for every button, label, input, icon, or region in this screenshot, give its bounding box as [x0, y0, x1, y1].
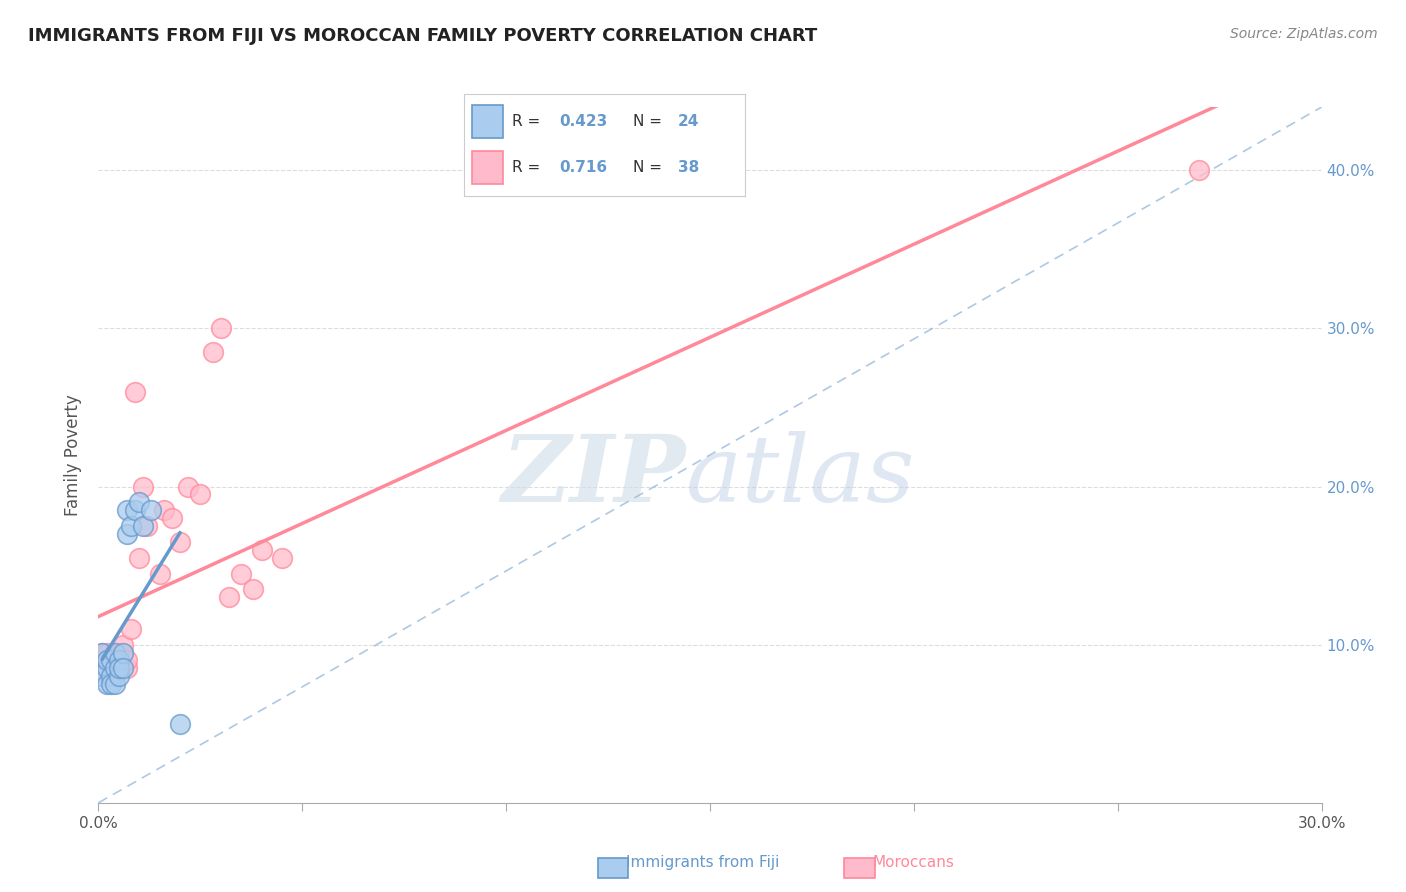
Point [169, 716, 191, 731]
Point [104, 646, 127, 660]
Point [104, 661, 127, 675]
Point [136, 519, 159, 533]
Point [128, 495, 150, 509]
Point [169, 534, 191, 549]
Point [111, 646, 134, 660]
Point [100, 677, 122, 691]
Point [108, 653, 131, 667]
Point [160, 511, 183, 525]
Point [115, 661, 138, 675]
Point [115, 527, 138, 541]
Text: atlas: atlas [686, 431, 915, 521]
Point [231, 566, 253, 581]
Point [108, 661, 131, 675]
Point [132, 479, 155, 493]
Point [111, 638, 134, 652]
Point [149, 566, 172, 581]
Point [96, 661, 118, 675]
Text: Moroccans: Moroccans [873, 855, 955, 870]
Point [111, 646, 134, 660]
Bar [472, 151, 503, 184]
Point [100, 653, 122, 667]
Text: ZIP: ZIP [502, 431, 686, 521]
Point [108, 661, 131, 675]
Point [120, 622, 142, 636]
Point [201, 345, 224, 359]
Y-axis label: Family Poverty: Family Poverty [65, 394, 83, 516]
Point [128, 550, 150, 565]
Text: IMMIGRANTS FROM FIJI VS MOROCCAN FAMILY POVERTY CORRELATION CHART: IMMIGRANTS FROM FIJI VS MOROCCAN FAMILY … [28, 27, 817, 45]
Point [100, 661, 122, 675]
Point [96, 677, 118, 691]
Point [96, 653, 118, 667]
Point [91, 669, 114, 683]
Text: 38: 38 [678, 160, 699, 175]
Point [1188, 163, 1211, 178]
Text: R =: R = [512, 160, 546, 175]
Point [209, 321, 232, 335]
Point [115, 503, 138, 517]
Point [152, 503, 174, 517]
Point [96, 653, 118, 667]
Point [124, 503, 146, 517]
Point [100, 653, 122, 667]
Point [108, 646, 131, 660]
Point [250, 542, 273, 557]
Text: 24: 24 [678, 114, 699, 128]
Point [120, 519, 142, 533]
Point [91, 669, 114, 683]
Point [115, 653, 138, 667]
Point [141, 503, 163, 517]
Point [132, 519, 155, 533]
Bar [472, 105, 503, 137]
Point [100, 669, 122, 683]
Point [242, 582, 264, 597]
Point [111, 661, 134, 675]
Text: Immigrants from Fiji: Immigrants from Fiji [626, 855, 780, 870]
Text: 0.423: 0.423 [560, 114, 607, 128]
Point [91, 646, 114, 660]
Text: N =: N = [633, 160, 666, 175]
Text: 0.716: 0.716 [560, 160, 607, 175]
Point [108, 653, 131, 667]
Point [104, 661, 127, 675]
Point [96, 646, 118, 660]
Point [124, 384, 146, 399]
Point [177, 479, 200, 493]
Point [104, 669, 127, 683]
Text: Source: ZipAtlas.com: Source: ZipAtlas.com [1230, 27, 1378, 41]
Point [91, 653, 114, 667]
Point [108, 669, 131, 683]
Point [188, 487, 212, 501]
Point [100, 669, 122, 683]
Point [96, 661, 118, 675]
Point [270, 550, 294, 565]
Point [104, 677, 127, 691]
Point [91, 646, 114, 660]
Text: N =: N = [633, 114, 666, 128]
Point [104, 653, 127, 667]
Text: R =: R = [512, 114, 546, 128]
Point [218, 591, 240, 605]
